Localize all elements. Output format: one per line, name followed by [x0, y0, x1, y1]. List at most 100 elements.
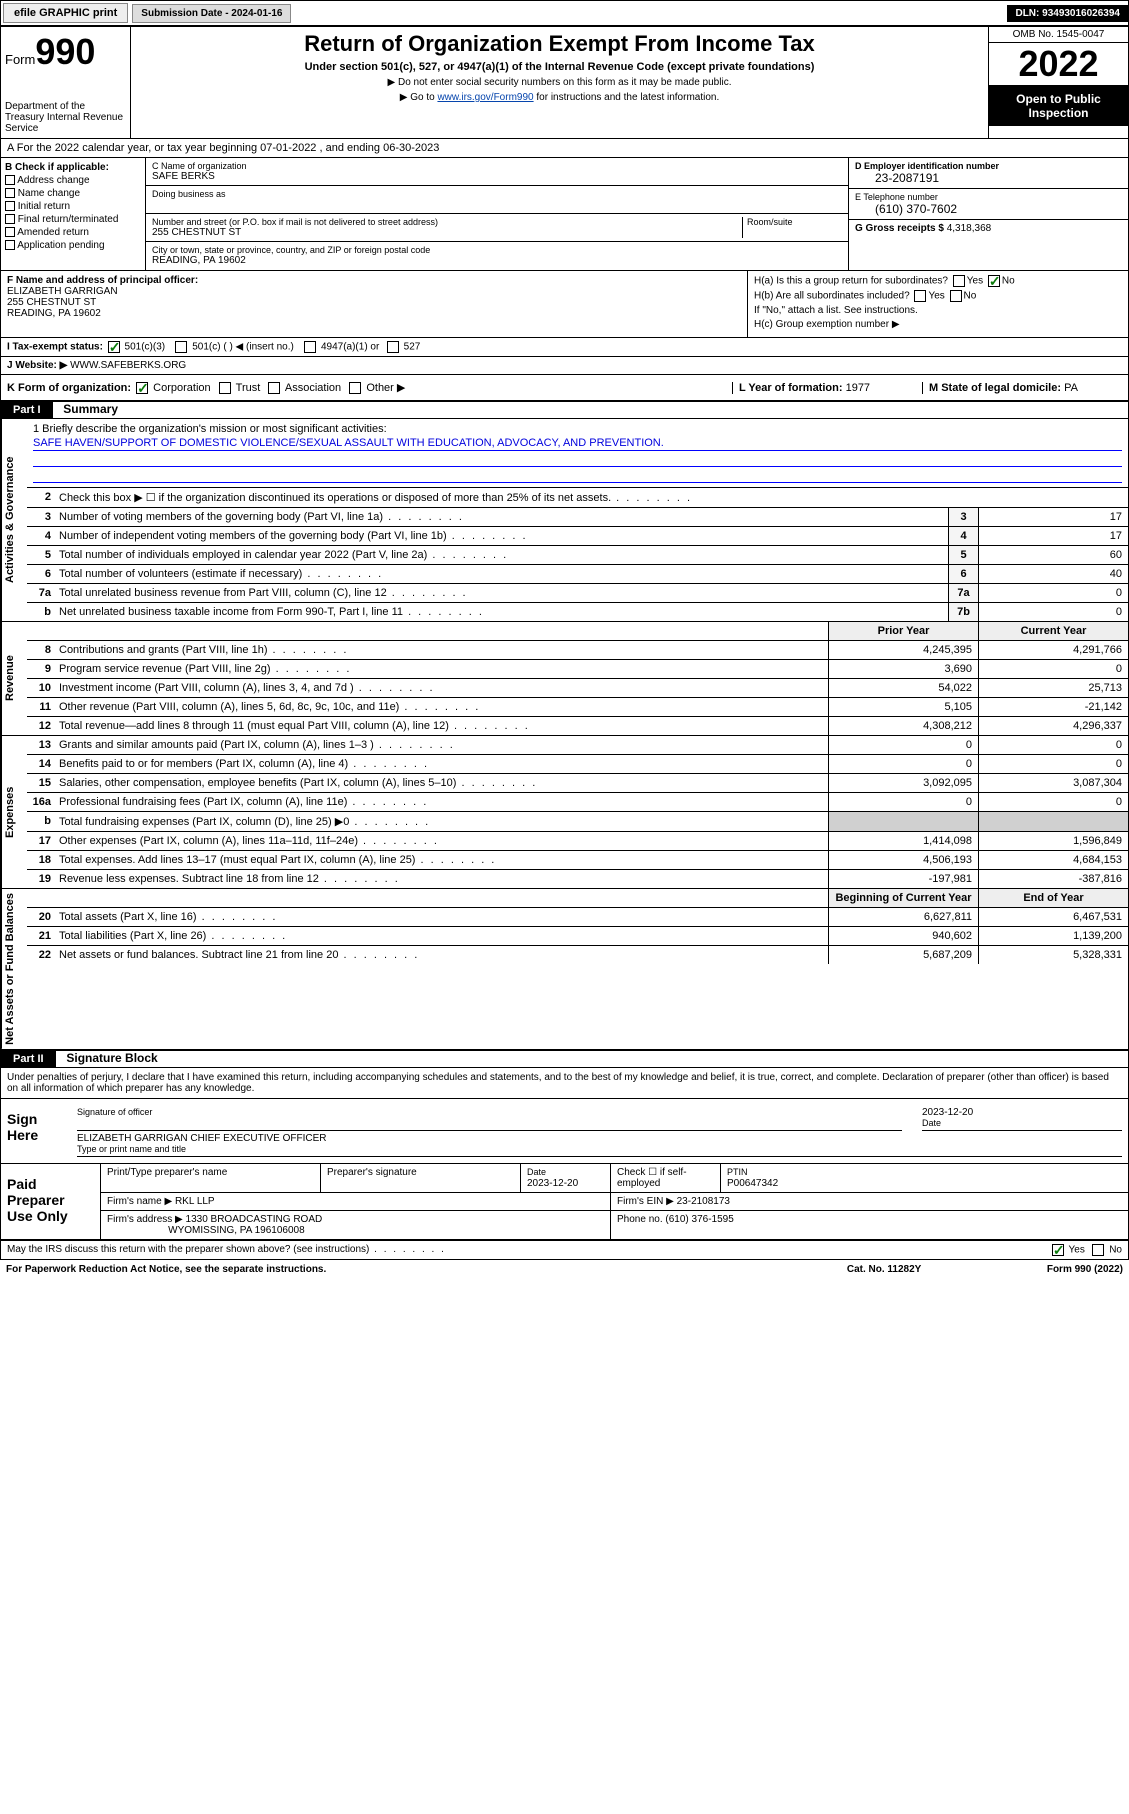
room-label: Room/suite — [747, 217, 842, 227]
firm-name: RKL LLP — [175, 1196, 215, 1207]
gov-rows: 1 Briefly describe the organization's mi… — [27, 419, 1128, 621]
ptin-label: PTIN — [727, 1167, 748, 1177]
dba-cell: Doing business as — [146, 186, 848, 214]
prior-val: 4,506,193 — [828, 851, 978, 869]
col-c: C Name of organization SAFE BERKS Doing … — [146, 158, 848, 270]
chk-pending[interactable]: Application pending — [5, 240, 141, 251]
row-num: 20 — [27, 908, 55, 926]
row-box: 3 — [948, 508, 978, 526]
row-desc: Other expenses (Part IX, column (A), lin… — [55, 832, 828, 850]
city-label: City or town, state or province, country… — [152, 245, 842, 255]
chk-527[interactable] — [387, 341, 399, 353]
chk-final[interactable]: Final return/terminated — [5, 214, 141, 225]
ha-yes[interactable] — [953, 275, 965, 287]
end-year-hdr: End of Year — [978, 889, 1128, 907]
chk-501c3[interactable] — [108, 341, 120, 353]
chk-501c[interactable] — [175, 341, 187, 353]
form-org: K Form of organization: Corporation Trus… — [7, 381, 732, 394]
prior-val: 6,627,811 — [828, 908, 978, 926]
prior-val: 0 — [828, 793, 978, 811]
col-f-officer: F Name and address of principal officer:… — [1, 271, 748, 337]
subtitle-2a: ▶ Do not enter social security numbers o… — [139, 77, 980, 88]
net-hdr-desc — [55, 889, 828, 907]
paid-prep-label: Paid Preparer Use Only — [1, 1164, 101, 1239]
summary-row: 21Total liabilities (Part X, line 26)940… — [27, 927, 1128, 946]
prep-grid: Print/Type preparer's name Preparer's si… — [101, 1164, 1128, 1239]
row-desc: Benefits paid to or for members (Part IX… — [55, 755, 828, 773]
rev-rows: Prior Year Current Year 8Contributions a… — [27, 622, 1128, 735]
chk-address[interactable]: Address change — [5, 175, 141, 186]
prior-val: 3,092,095 — [828, 774, 978, 792]
prior-val: 940,602 — [828, 927, 978, 945]
chk-corp[interactable] — [136, 382, 148, 394]
rev-header-row: Prior Year Current Year — [27, 622, 1128, 641]
chk-name[interactable]: Name change — [5, 188, 141, 199]
row-num: 5 — [27, 546, 55, 564]
row-num: 13 — [27, 736, 55, 754]
summary-row: 7aTotal unrelated business revenue from … — [27, 584, 1128, 603]
prep-sig-hdr: Preparer's signature — [321, 1164, 521, 1192]
chk-assoc[interactable] — [268, 382, 280, 394]
current-val: 6,467,531 — [978, 908, 1128, 926]
chk-initial[interactable]: Initial return — [5, 201, 141, 212]
sig-name-val: ELIZABETH GARRIGAN CHIEF EXECUTIVE OFFIC… — [77, 1133, 326, 1144]
mission-line3 — [33, 469, 1122, 483]
row-box: 6 — [948, 565, 978, 583]
sig-officer-line[interactable]: Signature of officer — [77, 1105, 902, 1131]
firm-addr1: 1330 BROADCASTING ROAD — [186, 1214, 323, 1225]
row-desc: Net assets or fund balances. Subtract li… — [55, 946, 828, 964]
row-num: 17 — [27, 832, 55, 850]
opt-corp: Corporation — [153, 382, 210, 394]
form-prefix: Form — [5, 52, 35, 67]
current-val: 5,328,331 — [978, 946, 1128, 964]
discuss-no[interactable] — [1092, 1244, 1104, 1256]
discuss-row: May the IRS discuss this return with the… — [0, 1240, 1129, 1260]
chk-amended[interactable]: Amended return — [5, 227, 141, 238]
opt-other: Other ▶ — [366, 382, 405, 394]
street-label: Number and street (or P.O. box if mail i… — [152, 217, 742, 227]
subtitle-2b: ▶ Go to www.irs.gov/Form990 for instruct… — [139, 92, 980, 103]
row-val: 60 — [978, 546, 1128, 564]
ha-no[interactable] — [988, 275, 1000, 287]
chk-trust[interactable] — [219, 382, 231, 394]
h-b: H(b) Are all subordinates included? Yes … — [754, 290, 1122, 302]
paid-preparer-section: Paid Preparer Use Only Print/Type prepar… — [1, 1163, 1128, 1239]
discuss-yes[interactable] — [1052, 1244, 1064, 1256]
dln: DLN: 93493016026394 — [1007, 5, 1128, 22]
ein-label: D Employer identification number — [855, 161, 1122, 171]
no-3: No — [1109, 1245, 1122, 1256]
firm-label: Firm's name ▶ — [107, 1196, 172, 1207]
b-title: B Check if applicable: — [5, 162, 141, 173]
firm-addr-cell: Firm's address ▶ 1330 BROADCASTING ROAD … — [101, 1211, 611, 1239]
summary-row: 3Number of voting members of the governi… — [27, 508, 1128, 527]
summary-row: 6Total number of volunteers (estimate if… — [27, 565, 1128, 584]
prep-row-1: Print/Type preparer's name Preparer's si… — [101, 1164, 1128, 1193]
discuss-answer: Yes No — [1050, 1244, 1122, 1256]
state-domicile: M State of legal domicile: PA — [922, 382, 1122, 394]
row-desc: Net unrelated business taxable income fr… — [55, 603, 948, 621]
exp-rows: 13Grants and similar amounts paid (Part … — [27, 736, 1128, 888]
i-label: I Tax-exempt status: — [7, 342, 103, 353]
tax-exempt-status: I Tax-exempt status: 501(c)(3) 501(c) ( … — [1, 338, 1128, 356]
h-a: H(a) Is this a group return for subordin… — [754, 275, 1122, 287]
topbar: efile GRAPHIC print Submission Date - 20… — [0, 0, 1129, 26]
chk-other[interactable] — [349, 382, 361, 394]
firm-name-cell: Firm's name ▶ RKL LLP — [101, 1193, 611, 1210]
summary-row: 5Total number of individuals employed in… — [27, 546, 1128, 565]
prep-date-val: 2023-12-20 — [527, 1178, 578, 1189]
subtitle-1: Under section 501(c), 527, or 4947(a)(1)… — [139, 61, 980, 73]
hb-label: H(b) Are all subordinates included? — [754, 291, 910, 302]
hb-yes[interactable] — [914, 290, 926, 302]
hb-no[interactable] — [950, 290, 962, 302]
ein-value: 23-2087191 — [855, 171, 1122, 185]
yes-2: Yes — [928, 291, 944, 302]
irs-link[interactable]: www.irs.gov/Form990 — [437, 92, 533, 103]
chk-amended-label: Amended return — [17, 227, 89, 238]
current-val: -387,816 — [978, 870, 1128, 888]
efile-print-button[interactable]: efile GRAPHIC print — [3, 3, 128, 23]
city-cell: City or town, state or province, country… — [146, 242, 848, 270]
chk-4947[interactable] — [304, 341, 316, 353]
k-label: K Form of organization: — [7, 382, 131, 394]
officer-addr2: READING, PA 19602 — [7, 308, 741, 319]
summary-row: 12Total revenue—add lines 8 through 11 (… — [27, 717, 1128, 735]
